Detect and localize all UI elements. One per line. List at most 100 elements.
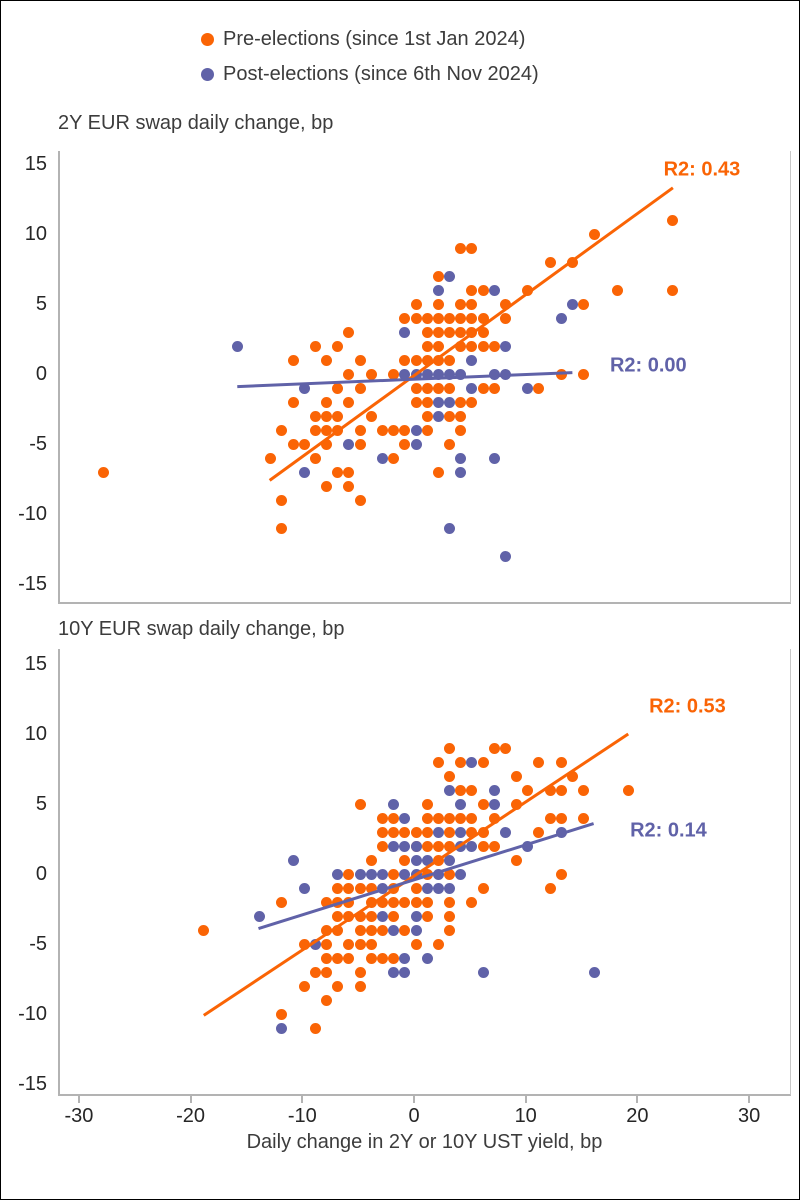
pre-data-point [376,840,388,852]
post-data-point [421,368,433,380]
pre-data-point [321,438,333,450]
pre-data-point [477,882,489,894]
pre-data-point [354,882,366,894]
post-data-point [455,368,467,380]
pre-data-point [321,966,333,978]
y-tick-label: 10 [24,723,47,745]
y-tick-label: 5 [35,793,47,815]
pre-data-point [376,424,388,436]
top-scatter-plot: R2: 0.43 R2: 0.00 [58,151,791,604]
pre-data-point [276,494,288,506]
bottom-scatter-plot: R2: 0.53 R2: 0.14 [58,649,791,1096]
pre-data-point [365,410,377,422]
legend-label-post: Post-elections (since 6th Nov 2024) [223,62,539,85]
pre-data-point [332,910,344,922]
pre-data-point [354,354,366,366]
pre-data-point [578,812,590,824]
pre-data-point [332,952,344,964]
pre-trendline [268,186,674,482]
pre-data-point [455,242,467,254]
pre-data-point [354,424,366,436]
post-data-point [410,854,422,866]
pre-data-point [399,424,411,436]
x-tick-mark [413,1096,415,1103]
pre-data-point [365,896,377,908]
pre-data-point [544,256,556,268]
x-tick-mark [301,1096,304,1103]
pre-data-point [410,312,422,324]
post-data-point [298,882,310,894]
x-tick-mark [636,1096,639,1103]
post-data-point [410,424,422,436]
pre-data-point [444,868,455,880]
pre-data-point [455,298,467,310]
pre-data-point [466,896,478,908]
post-data-point [388,840,400,852]
pre-data-point [555,868,567,880]
pre-elections-dot-icon [201,32,214,46]
y-tick-label: 10 [24,223,47,245]
pre-data-point [388,452,400,464]
post-data-point [477,966,489,978]
y-tick-label: 0 [35,863,47,885]
post-data-point [354,868,366,880]
pre-data-point [455,756,467,768]
pre-data-point [376,826,388,838]
post-data-point [488,284,500,296]
pre-data-point [343,910,355,922]
x-tick-label: -10 [287,1105,317,1127]
pre-data-point [365,924,377,936]
post-data-point [499,550,511,562]
pre-data-point [321,896,333,908]
post-data-point [421,882,433,894]
pre-data-point [544,784,556,796]
pre-data-point [343,480,355,492]
pre-data-point [410,896,422,908]
pre-data-point [354,798,366,810]
x-tick-mark [189,1096,192,1103]
pre-data-point [332,382,344,394]
x-tick-label: 20 [626,1105,649,1127]
pre-r2-label: R2: 0.53 [649,695,726,718]
pre-data-point [477,798,489,810]
pre-data-point [477,382,489,394]
pre-data-point [421,410,433,422]
pre-data-point [421,340,433,352]
pre-data-point [432,270,444,282]
pre-data-point [410,396,422,408]
y-tick-label: -15 [18,573,47,595]
pre-data-point [388,812,400,824]
pre-data-point [455,396,467,408]
post-data-point [276,1022,288,1034]
pre-data-point [321,924,333,936]
pre-data-point [332,410,344,422]
pre-data-point [388,368,400,380]
post-trendline [237,371,573,389]
pre-data-point [455,784,467,796]
pre-data-point [466,340,478,352]
post-data-point [432,284,444,296]
x-tick-mark [748,1096,751,1103]
pre-data-point [298,438,310,450]
pre-data-point [388,952,400,964]
post-data-point [231,340,243,352]
post-data-point [399,326,411,338]
pre-data-point [388,424,400,436]
pre-data-point [287,354,299,366]
x-tick-label: 10 [514,1105,537,1127]
post-data-point [589,966,601,978]
pre-data-point [421,354,433,366]
pre-data-point [421,326,433,338]
trendline-layer [237,186,674,482]
pre-data-point [365,910,377,922]
pre-data-point [488,812,500,824]
pre-data-point [466,298,478,310]
post-data-point [444,396,455,408]
x-axis-title: Daily change in 2Y or 10Y UST yield, bp [246,1131,603,1153]
pre-data-point [321,396,333,408]
pre-data-point [455,326,467,338]
y-tick-label: 5 [35,293,47,315]
pre-data-point [298,980,310,992]
pre-data-point [343,466,355,478]
